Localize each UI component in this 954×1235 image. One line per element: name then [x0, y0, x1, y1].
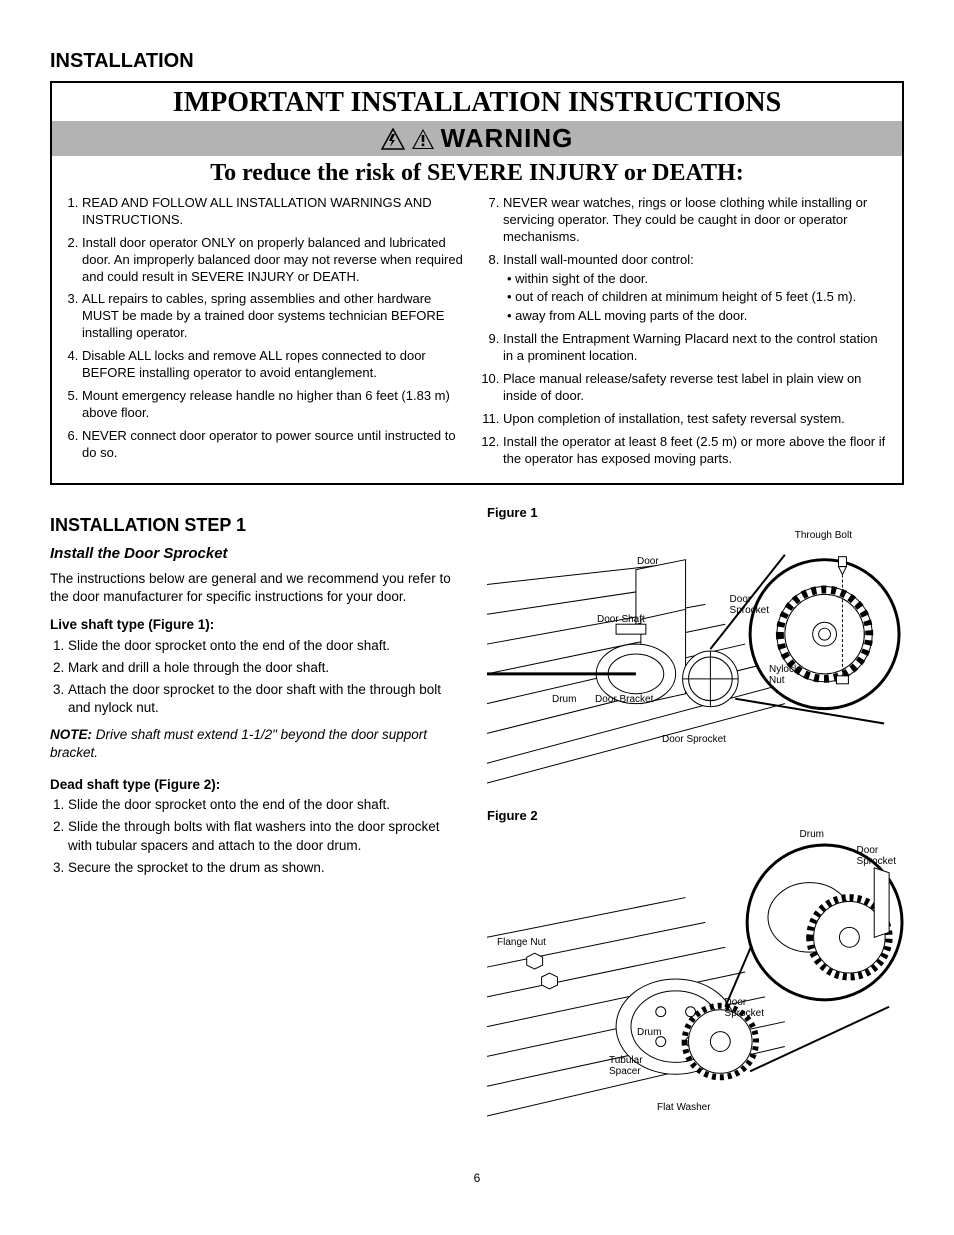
- figure2-label: Figure 2: [487, 808, 904, 823]
- step-item: Secure the sprocket to the drum as shown…: [68, 859, 467, 877]
- warning-bar: WARNING: [52, 121, 902, 156]
- figure1-label: Figure 1: [487, 505, 904, 520]
- shock-triangle-icon: [381, 128, 405, 150]
- warning-item: Place manual release/safety reverse test…: [503, 371, 890, 405]
- warning-item: NEVER wear watches, rings or loose cloth…: [503, 195, 890, 246]
- intro-paragraph: The instructions below are general and w…: [50, 570, 467, 606]
- figure2: Drum DoorSprocket Flange Nut DoorSprocke…: [487, 827, 904, 1127]
- live-shaft-heading: Live shaft type (Figure 1):: [50, 616, 467, 634]
- warnings-left-col: READ AND FOLLOW ALL INSTALLATION WARNING…: [64, 195, 469, 473]
- fig1-door-label: Door: [637, 556, 659, 567]
- main-title: IMPORTANT INSTALLATION INSTRUCTIONS: [52, 83, 902, 121]
- right-column: Figure 1: [487, 505, 904, 1151]
- fig1-through-bolt-label: Through Bolt: [795, 530, 852, 541]
- step-item: Slide the door sprocket onto the end of …: [68, 796, 467, 814]
- section-header: INSTALLATION: [50, 50, 904, 73]
- warning-text: WARNING: [441, 123, 574, 154]
- step-item: Slide the door sprocket onto the end of …: [68, 637, 467, 655]
- warning-subitem: away from ALL moving parts of the door.: [507, 308, 890, 325]
- fig2-flat-washer-label: Flat Washer: [657, 1102, 711, 1113]
- fig1-nylock-nut-label: NylockNut: [769, 664, 799, 686]
- warning-item-text: Install wall-mounted door control:: [503, 252, 694, 267]
- step-subheader: Install the Door Sprocket: [50, 544, 467, 564]
- warning-subitem: within sight of the door.: [507, 271, 890, 288]
- warning-box: IMPORTANT INSTALLATION INSTRUCTIONS WARN…: [50, 81, 904, 485]
- fig1-door-sprocket-top-label: DoorSprocket: [730, 594, 769, 616]
- page: INSTALLATION IMPORTANT INSTALLATION INST…: [0, 0, 954, 1215]
- warning-subitem: out of reach of children at minimum heig…: [507, 289, 890, 306]
- warning-item: NEVER connect door operator to power sou…: [82, 428, 469, 462]
- fig2-drum-mid-label: Drum: [637, 1027, 661, 1038]
- left-column: INSTALLATION STEP 1 Install the Door Spr…: [50, 505, 467, 1151]
- note-prefix: NOTE:: [50, 727, 92, 742]
- page-number: 6: [50, 1171, 904, 1185]
- content-columns: INSTALLATION STEP 1 Install the Door Spr…: [50, 505, 904, 1151]
- dead-shaft-heading: Dead shaft type (Figure 2):: [50, 776, 467, 794]
- warning-item: ALL repairs to cables, spring assemblies…: [82, 291, 469, 342]
- warning-triangle-icon: [411, 128, 435, 150]
- step-item: Attach the door sprocket to the door sha…: [68, 681, 467, 717]
- fig2-door-sprocket-top-label: DoorSprocket: [857, 845, 896, 867]
- warning-item: Install door operator ONLY on properly b…: [82, 235, 469, 286]
- fig1-door-shaft-label: Door Shaft: [597, 614, 645, 625]
- fig2-flange-nut-label: Flange Nut: [497, 937, 546, 948]
- warning-item: Install wall-mounted door control: withi…: [503, 252, 890, 326]
- warning-item: Install the Entrapment Warning Placard n…: [503, 331, 890, 365]
- fig1-drum-label: Drum: [552, 694, 576, 705]
- step-item: Slide the through bolts with flat washer…: [68, 818, 467, 854]
- subtitle: To reduce the risk of SEVERE INJURY or D…: [52, 156, 902, 191]
- warnings-columns: READ AND FOLLOW ALL INSTALLATION WARNING…: [52, 191, 902, 483]
- warning-item: Install the operator at least 8 feet (2.…: [503, 434, 890, 468]
- step-item: Mark and drill a hole through the door s…: [68, 659, 467, 677]
- fig1-door-bracket-label: Door Bracket: [595, 694, 653, 705]
- warning-item: Disable ALL locks and remove ALL ropes c…: [82, 348, 469, 382]
- note: NOTE: Drive shaft must extend 1-1/2" bey…: [50, 726, 467, 762]
- fig2-tubular-spacer-label: TubularSpacer: [609, 1055, 643, 1077]
- figure1: Through Bolt Door DoorSprocket Door Shaf…: [487, 524, 904, 784]
- warning-item: Mount emergency release handle no higher…: [82, 388, 469, 422]
- step-header: INSTALLATION STEP 1: [50, 513, 467, 537]
- warning-item: Upon completion of installation, test sa…: [503, 411, 890, 428]
- fig2-drum-top-label: Drum: [800, 829, 824, 840]
- fig2-door-sprocket-mid-label: DoorSprocket: [725, 997, 764, 1019]
- fig1-door-sprocket-bottom-label: Door Sprocket: [662, 734, 726, 745]
- warning-item: READ AND FOLLOW ALL INSTALLATION WARNING…: [82, 195, 469, 229]
- warnings-right-col: NEVER wear watches, rings or loose cloth…: [485, 195, 890, 473]
- note-text: Drive shaft must extend 1-1/2" beyond th…: [50, 727, 427, 760]
